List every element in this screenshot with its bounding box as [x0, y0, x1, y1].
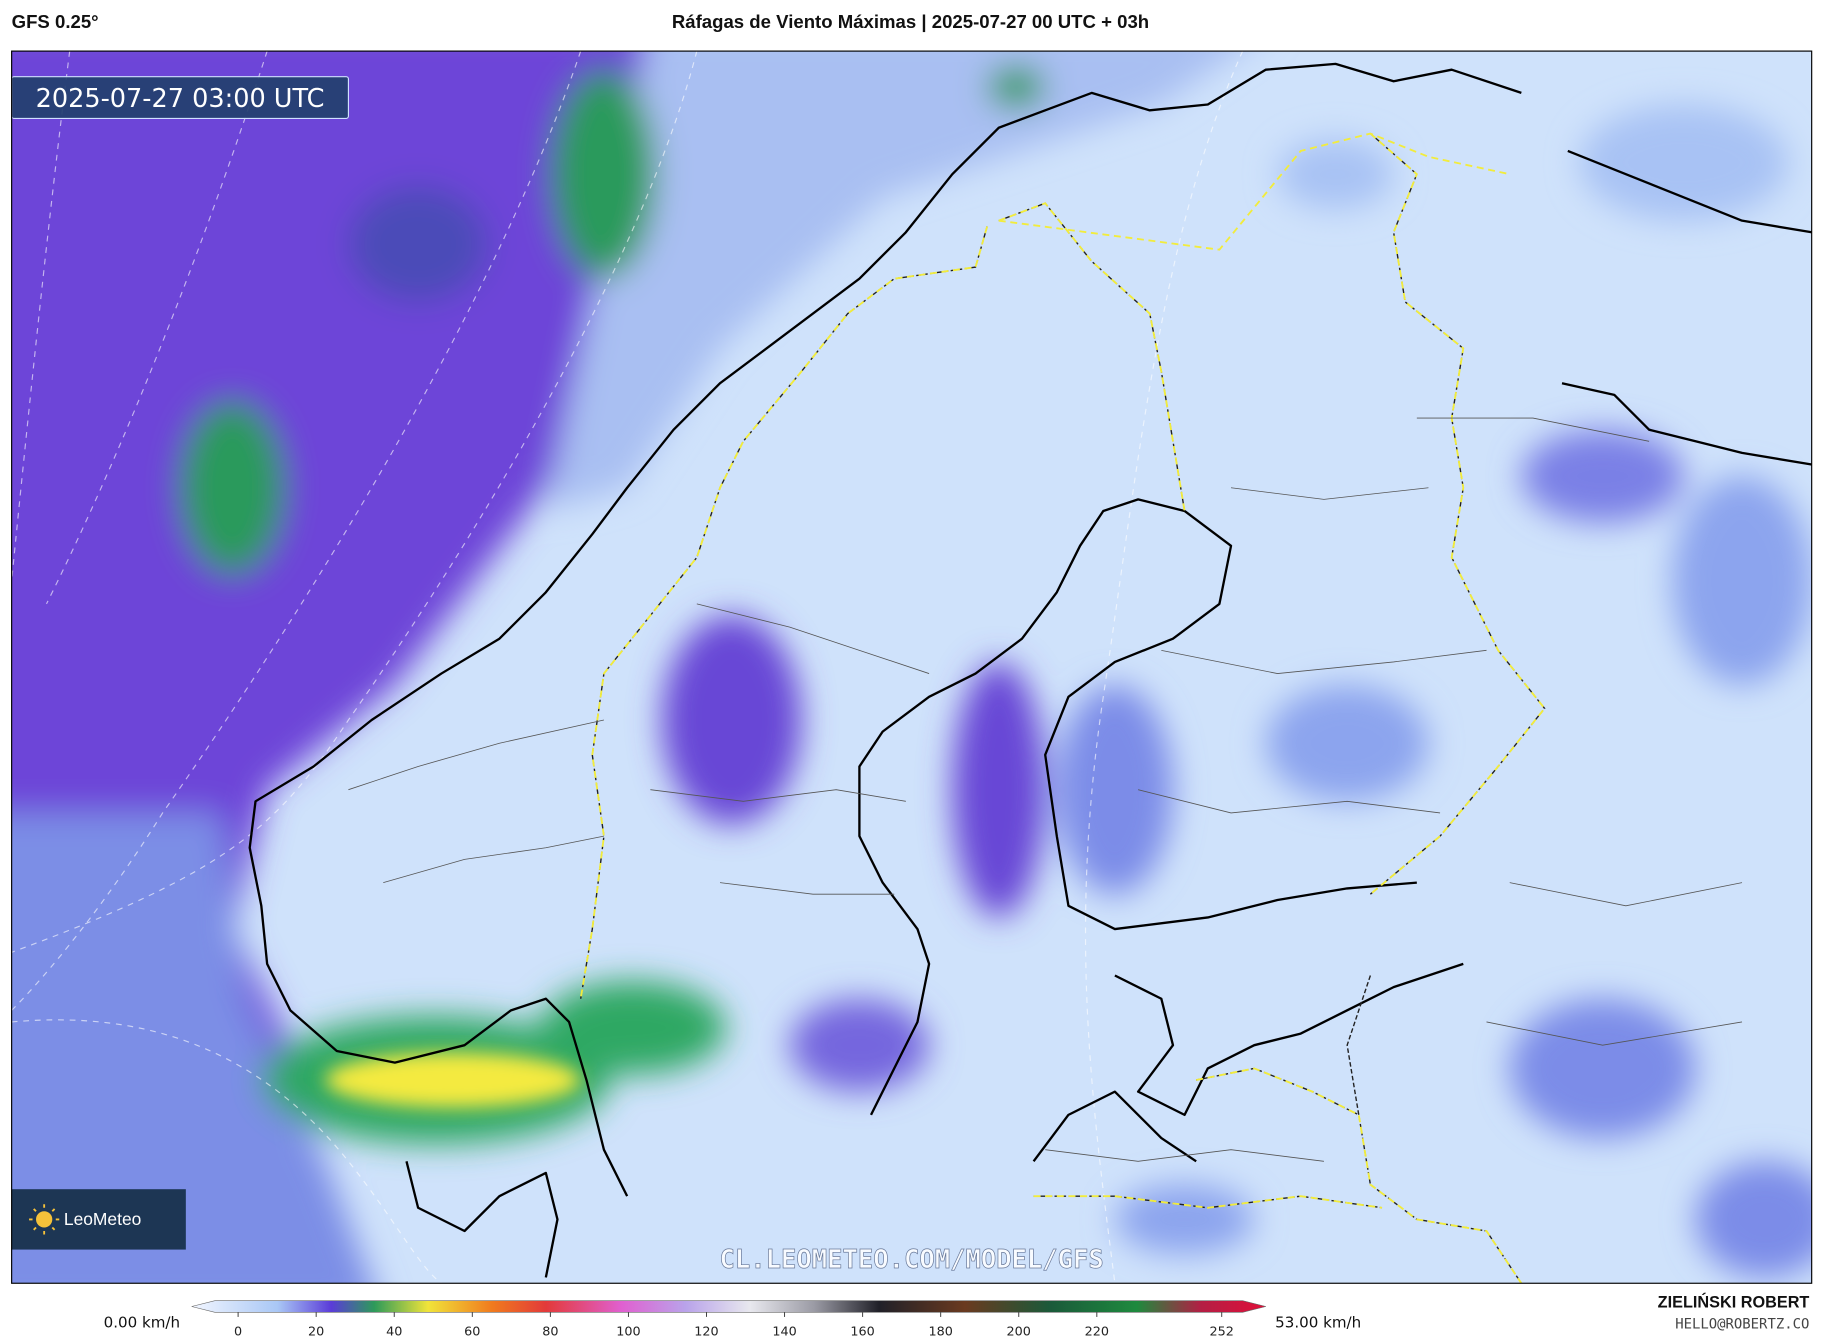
watermark: CL.LEOMETEO.COM/MODEL/GFS — [720, 1245, 1104, 1275]
map: 2025-07-27 03:00 UTC LeoMeteo CL.LEOMETE… — [11, 51, 1812, 1284]
border-highlight — [579, 132, 1546, 1284]
colorbar-ticks: 0 20 40 60 80 100 120 140 160 180 200 220 252 — [234, 1312, 1234, 1339]
contact: HELLO@ROBERTZ.CO — [1675, 1317, 1809, 1333]
colorbar-tick-label: 0 — [234, 1325, 242, 1339]
regional-borders — [348, 417, 1743, 1162]
colorbar-max-label: 53.00 km/h — [1275, 1313, 1361, 1331]
coastline — [248, 62, 1812, 1278]
timestamp-box — [11, 76, 350, 120]
colorbar-tick-label: 252 — [1210, 1325, 1234, 1339]
colorbar-tick-label: 60 — [464, 1325, 480, 1339]
map-frame — [11, 50, 1813, 1284]
colorbar-tick-label: 220 — [1085, 1325, 1109, 1339]
colorbar-tick-label: 160 — [850, 1325, 874, 1339]
map-title: Ráfagas de Viento Máximas | 2025-07-27 0… — [672, 11, 1149, 32]
timestamp: 2025-07-27 03:00 UTC — [36, 84, 325, 114]
colorbar — [191, 1300, 1266, 1313]
author: ZIELIŃSKI ROBERT — [1658, 1293, 1810, 1312]
isobars — [11, 51, 1244, 1284]
logo-text: LeoMeteo — [64, 1209, 141, 1229]
colorbar-tick-label: 20 — [308, 1325, 324, 1339]
logo-rays — [29, 1204, 60, 1235]
gust-maximum — [325, 1052, 581, 1108]
colorbar-tick-label: 140 — [772, 1325, 796, 1339]
colorbar-tick-label: 200 — [1007, 1325, 1031, 1339]
colorbar-tick-label: 80 — [542, 1325, 558, 1339]
colorbar-tick-label: 180 — [929, 1325, 953, 1339]
model-label: GFS 0.25° — [12, 11, 99, 32]
colorbar-min-label: 0.00 km/h — [104, 1313, 180, 1331]
wind-field — [11, 51, 1812, 1284]
logo-sun — [36, 1211, 53, 1228]
colorbar-tick-label: 120 — [694, 1325, 718, 1339]
colorbar-tick-label: 40 — [386, 1325, 402, 1339]
colorbar-tick-label: 100 — [616, 1325, 640, 1339]
